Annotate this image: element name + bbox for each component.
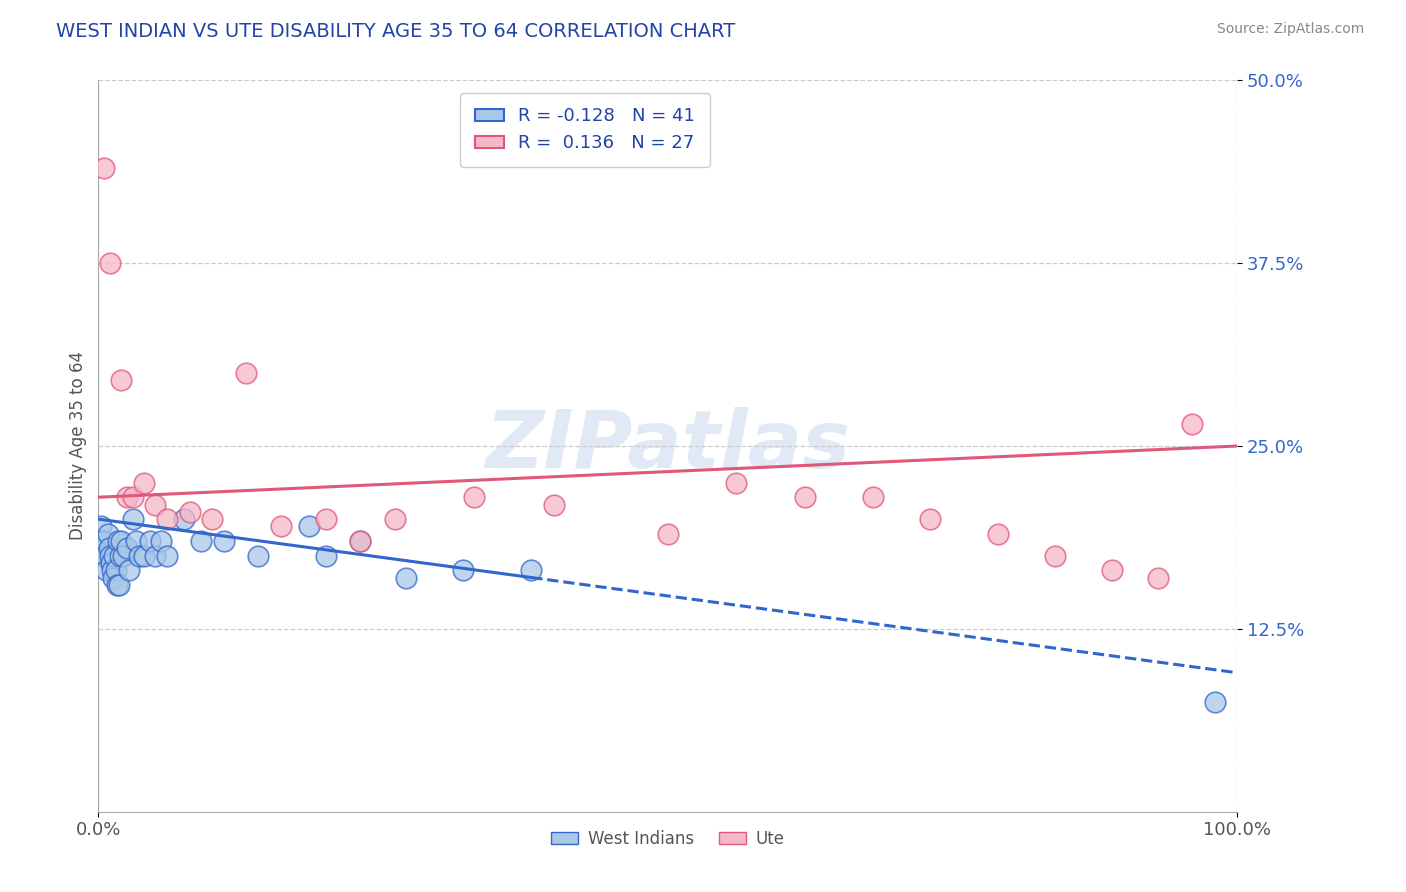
Point bbox=[1043, 549, 1066, 563]
Point bbox=[118, 563, 141, 577]
Point bbox=[108, 549, 131, 563]
Point bbox=[104, 563, 127, 577]
Point bbox=[138, 534, 160, 549]
Point bbox=[103, 571, 125, 585]
Point bbox=[1181, 417, 1204, 431]
Point bbox=[315, 549, 337, 563]
Point bbox=[246, 549, 269, 563]
Point bbox=[100, 556, 122, 570]
Point bbox=[132, 475, 155, 490]
Point bbox=[156, 512, 179, 526]
Point bbox=[173, 512, 195, 526]
Point bbox=[349, 534, 371, 549]
Text: WEST INDIAN VS UTE DISABILITY AGE 35 TO 64 CORRELATION CHART: WEST INDIAN VS UTE DISABILITY AGE 35 TO … bbox=[56, 22, 735, 41]
Point bbox=[121, 512, 143, 526]
Point bbox=[145, 549, 167, 563]
Text: Source: ZipAtlas.com: Source: ZipAtlas.com bbox=[1216, 22, 1364, 37]
Point bbox=[384, 512, 406, 526]
Point bbox=[132, 549, 155, 563]
Point bbox=[97, 541, 120, 556]
Legend: West Indians, Ute: West Indians, Ute bbox=[544, 823, 792, 855]
Point bbox=[98, 256, 121, 270]
Point bbox=[1101, 563, 1123, 577]
Point bbox=[1146, 571, 1168, 585]
Point bbox=[96, 526, 118, 541]
Point bbox=[128, 549, 150, 563]
Point bbox=[190, 534, 212, 549]
Point bbox=[94, 549, 117, 563]
Point bbox=[125, 534, 148, 549]
Point bbox=[145, 498, 167, 512]
Point bbox=[270, 519, 292, 533]
Point bbox=[298, 519, 321, 533]
Point bbox=[96, 563, 118, 577]
Point bbox=[862, 490, 884, 504]
Point bbox=[235, 366, 257, 380]
Point bbox=[121, 490, 143, 504]
Point bbox=[90, 534, 112, 549]
Point bbox=[101, 563, 124, 577]
Point bbox=[103, 549, 125, 563]
Point bbox=[105, 578, 128, 592]
Point bbox=[212, 534, 235, 549]
Point bbox=[315, 512, 337, 526]
Point bbox=[918, 512, 941, 526]
Point bbox=[201, 512, 224, 526]
Point bbox=[463, 490, 485, 504]
Point bbox=[793, 490, 815, 504]
Point bbox=[108, 578, 131, 592]
Y-axis label: Disability Age 35 to 64: Disability Age 35 to 64 bbox=[69, 351, 87, 541]
Point bbox=[395, 571, 418, 585]
Point bbox=[520, 563, 543, 577]
Point bbox=[110, 534, 132, 549]
Point bbox=[90, 519, 112, 533]
Point bbox=[657, 526, 679, 541]
Point bbox=[98, 549, 121, 563]
Point bbox=[1204, 695, 1226, 709]
Point bbox=[543, 498, 565, 512]
Point bbox=[107, 534, 129, 549]
Point bbox=[725, 475, 748, 490]
Point bbox=[93, 534, 115, 549]
Point bbox=[91, 549, 114, 563]
Point bbox=[451, 563, 474, 577]
Text: ZIPatlas: ZIPatlas bbox=[485, 407, 851, 485]
Point bbox=[115, 490, 138, 504]
Point bbox=[93, 161, 115, 175]
Point bbox=[179, 505, 201, 519]
Point bbox=[110, 373, 132, 387]
Point bbox=[115, 541, 138, 556]
Point bbox=[987, 526, 1010, 541]
Point bbox=[349, 534, 371, 549]
Point bbox=[112, 549, 135, 563]
Point bbox=[150, 534, 173, 549]
Point bbox=[156, 549, 179, 563]
